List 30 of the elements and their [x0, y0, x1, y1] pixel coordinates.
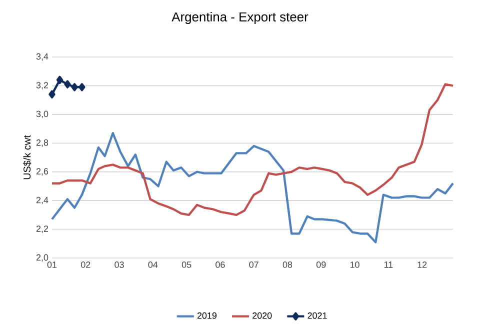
legend-label: 2020	[252, 312, 272, 319]
y-tick-label: 3,0	[36, 110, 48, 118]
y-tick-label: 3,4	[36, 53, 48, 61]
y-tick-label: 2,6	[36, 168, 48, 176]
x-tick-label: 01	[47, 262, 57, 268]
x-tick-label: 06	[216, 262, 225, 268]
y-tick-label: 2,4	[36, 196, 48, 204]
x-tick-label: 12	[418, 262, 427, 268]
x-tick-label: 05	[182, 262, 192, 268]
x-tick-label: 04	[148, 262, 158, 268]
point	[71, 83, 78, 92]
x-tick-label: 10	[350, 262, 360, 268]
legend-label: 2021	[308, 312, 327, 319]
legend-label: 2019	[197, 312, 217, 319]
y-tick-label: 2,2	[36, 226, 48, 233]
x-tick-label: 07	[249, 262, 258, 268]
x-tick-label: 09	[316, 262, 326, 268]
x-tick-label: 02	[81, 262, 90, 268]
y-tick-label: 2,8	[36, 139, 48, 147]
x-tick-label: 11	[384, 262, 393, 268]
x-tick-label: 08	[282, 262, 292, 268]
point	[64, 80, 71, 88]
y-axis-title: US$/k cwt	[23, 135, 32, 180]
point	[48, 90, 56, 98]
y-tick-label: 3,2	[36, 82, 48, 90]
x-tick-label: 03	[114, 262, 124, 268]
point	[56, 76, 64, 84]
y-tick-label: 2,0	[36, 254, 48, 262]
point	[78, 83, 86, 92]
chart-title: Argentina - Export steer	[172, 12, 308, 24]
